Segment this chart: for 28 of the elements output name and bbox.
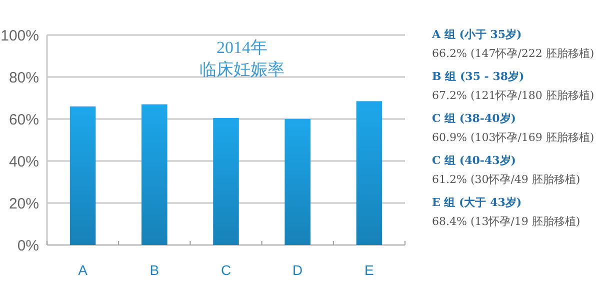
chart-title: 2014年	[216, 38, 268, 57]
text: 临床妊娠率	[200, 60, 284, 80]
bar	[284, 119, 310, 245]
bar	[356, 101, 382, 245]
text: E 组 (大于 43岁)	[432, 196, 522, 209]
y-tick-label: 0%	[17, 237, 39, 254]
y-tick-label: 80%	[8, 69, 39, 86]
text: C 组 (38-40岁)	[432, 112, 516, 125]
text: 66.2% (147怀孕/222 胚胎移植)	[432, 47, 594, 60]
text: 68.4% (13怀孕/19 胚胎移植)	[432, 215, 580, 228]
y-tick-label: 60%	[8, 111, 39, 128]
y-tick-label: 20%	[8, 195, 39, 212]
x-tick-label: B	[150, 262, 160, 278]
text: 60.9% (103怀孕/169 胚胎移植)	[432, 131, 594, 144]
text: C 组 (40-43岁)	[432, 154, 516, 167]
y-tick-label: 40%	[8, 153, 39, 170]
x-tick-label: C	[220, 262, 232, 278]
text: A 组 (小于 35岁)	[431, 28, 522, 41]
bar	[213, 118, 239, 245]
bar	[70, 106, 96, 245]
y-tick-label: 100%	[0, 27, 39, 44]
x-tick-label: A	[78, 262, 88, 278]
x-tick-label: E	[364, 262, 374, 278]
text: B 组 (35 - 38岁)	[432, 70, 524, 83]
text: 67.2% (121怀孕/180 胚胎移植)	[432, 89, 594, 102]
x-tick-label: D	[292, 262, 303, 278]
bar	[142, 104, 168, 245]
text: 61.2% (30怀孕/49 胚胎移植)	[432, 173, 580, 186]
